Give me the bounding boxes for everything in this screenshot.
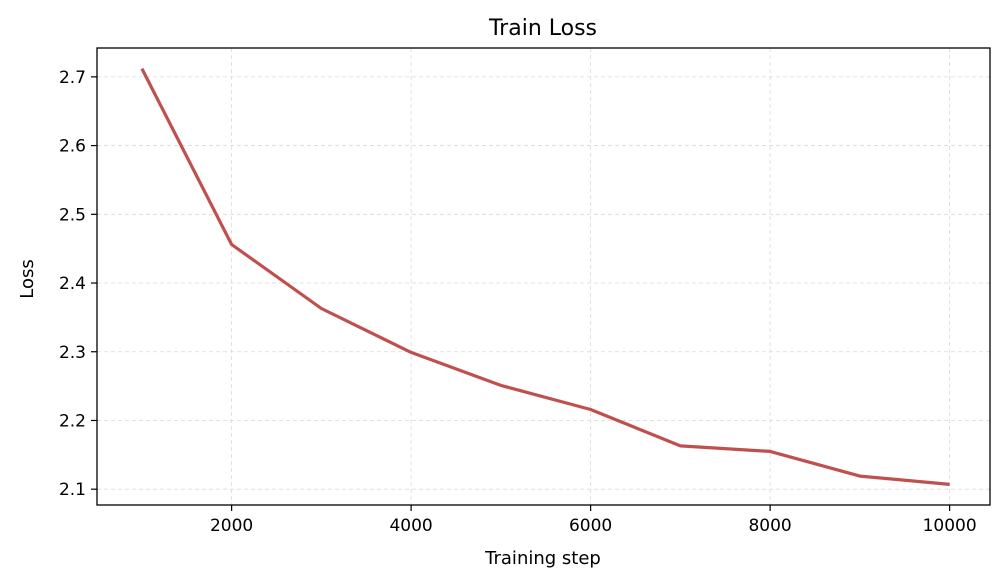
y-tick-label: 2.4: [59, 274, 86, 294]
x-tick-label: 6000: [569, 516, 612, 536]
y-axis-ticks: 2.1 2.2 2.3 2.4 2.5 2.6 2.7: [59, 68, 97, 500]
chart-title: Train Loss: [488, 16, 597, 41]
x-tick-label: 8000: [748, 516, 791, 536]
x-axis-ticks: 2000 4000 6000 8000 10000: [210, 505, 977, 536]
y-tick-label: 2.7: [59, 68, 86, 88]
x-tick-label: 10000: [923, 516, 977, 536]
y-tick-label: 2.3: [59, 343, 86, 363]
y-tick-label: 2.6: [59, 137, 86, 157]
y-axis-label: Loss: [17, 259, 38, 298]
x-tick-label: 2000: [210, 516, 253, 536]
y-tick-label: 2.5: [59, 205, 86, 225]
y-tick-label: 2.1: [59, 480, 86, 500]
grid: [97, 48, 990, 505]
train-loss-line: [140, 67, 950, 486]
x-tick-label: 4000: [389, 516, 432, 536]
series-layer: [140, 67, 950, 486]
x-axis-label: Training step: [484, 548, 601, 569]
plot-frame: [96, 47, 991, 506]
y-tick-label: 2.2: [59, 411, 86, 431]
